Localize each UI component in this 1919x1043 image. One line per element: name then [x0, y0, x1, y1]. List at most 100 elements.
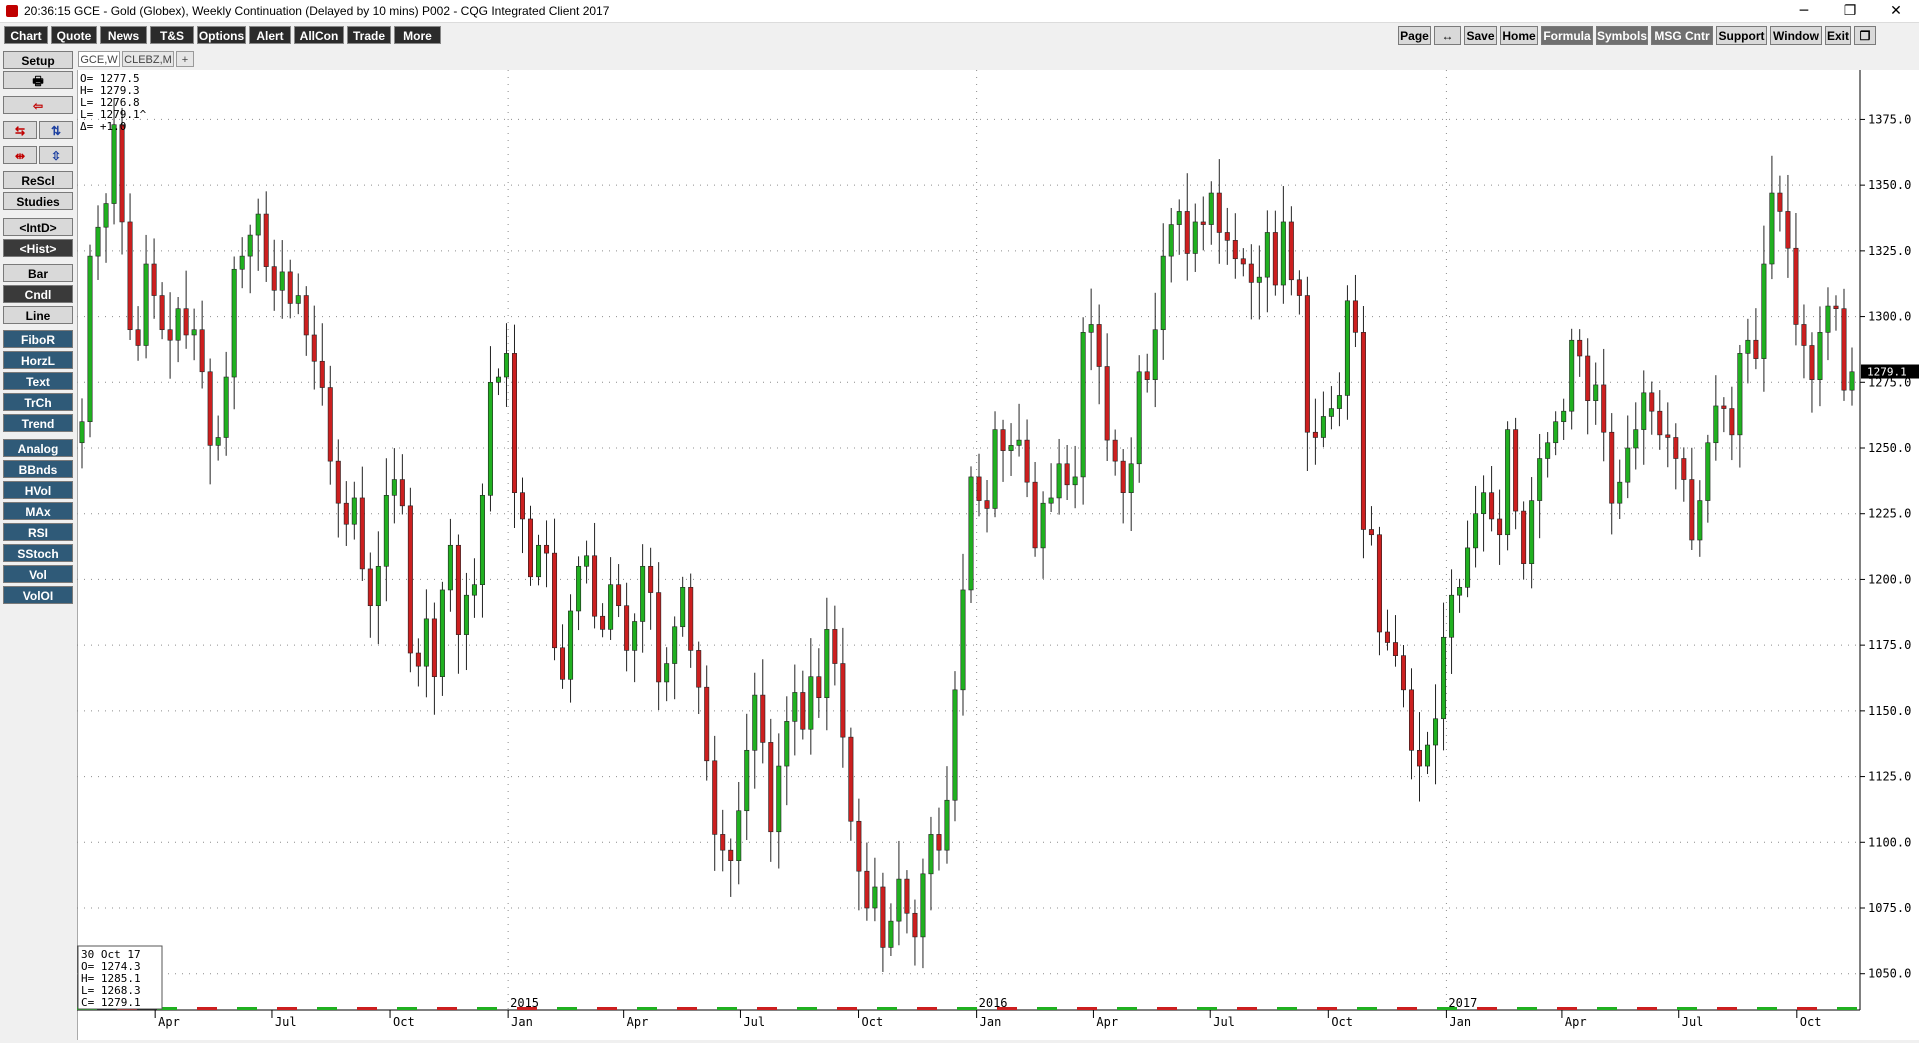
historical-volatility-button[interactable]: HVol — [3, 481, 73, 499]
axis-stripe-segment — [1637, 1007, 1657, 1010]
restore-chart-button[interactable]: ❐ — [1854, 26, 1876, 45]
trend-channel-button[interactable]: TrCh — [3, 393, 73, 411]
candle-down — [1673, 437, 1679, 459]
window-title: 20:36:15 GCE - Gold (Globex), Weekly Con… — [24, 4, 610, 18]
candle-down — [159, 295, 165, 331]
support-button[interactable]: Support — [1716, 26, 1767, 45]
axis-stripe-segment — [317, 1007, 337, 1010]
candlestick-chart[interactable]: 1050.0 1075.0 1100.0 1125.0 1150.0 1175.0 1200… — [76, 70, 1919, 1040]
tab-add[interactable]: + — [176, 51, 194, 67]
fibo-retracement-button[interactable]: FiboR — [3, 330, 73, 348]
candle-down — [367, 568, 373, 607]
page-button[interactable]: Page — [1398, 26, 1431, 45]
candle-up — [1529, 500, 1535, 564]
rsi-button[interactable]: RSI — [3, 523, 73, 541]
symbols-button[interactable]: Symbols — [1596, 26, 1648, 45]
price-axis: 1050.0 1075.0 1100.0 1125.0 1150.0 1175.0 1200… — [1860, 112, 1911, 981]
restore-button[interactable]: ❐ — [1843, 3, 1857, 19]
menu-chart[interactable]: Chart — [4, 26, 48, 44]
candle-up — [383, 495, 389, 567]
menu-news[interactable]: News — [100, 26, 147, 44]
historical-button[interactable]: <Hist> — [3, 239, 73, 257]
last-price-tag: 1279.1 — [1861, 364, 1919, 379]
window-button[interactable]: Window — [1770, 26, 1822, 45]
menu-ts[interactable]: T&S — [150, 26, 194, 44]
axis-stripe-segment — [1117, 1007, 1137, 1010]
expand-horizontal-icon[interactable]: ⇹ — [3, 146, 37, 164]
minimize-button[interactable]: ─ — [1799, 3, 1809, 19]
volume-button[interactable]: Vol — [3, 565, 73, 583]
volume-open-interest-button[interactable]: VolOI — [3, 586, 73, 604]
candle-up — [640, 565, 646, 622]
menu-alert[interactable]: Alert — [249, 26, 291, 44]
candle-up — [1625, 447, 1631, 483]
candle-up — [471, 584, 477, 596]
zoom-horizontal-icon[interactable]: ⇆ — [3, 121, 37, 139]
axis-stripe-segment — [957, 1007, 977, 1010]
axis-stripe-segment — [197, 1007, 217, 1010]
studies-button[interactable]: Studies — [3, 192, 73, 210]
tab-gce[interactable]: GCE,W — [78, 51, 120, 67]
candle-up — [824, 629, 830, 699]
candle-up — [960, 589, 966, 691]
candle-up — [672, 626, 678, 664]
menu-allcon[interactable]: AllCon — [294, 26, 344, 44]
home-button[interactable]: Home — [1500, 26, 1538, 45]
candle-down — [1024, 439, 1030, 483]
candle-up — [191, 329, 197, 336]
slow-stochastic-button[interactable]: SStoch — [3, 544, 73, 562]
year-label: 2015 — [510, 996, 539, 1010]
candle-up — [1633, 429, 1639, 449]
candle-up — [632, 621, 638, 651]
candle-down — [335, 460, 341, 504]
candle-down — [1489, 492, 1495, 520]
candle-up — [247, 234, 253, 257]
menu-more[interactable]: More — [394, 26, 441, 44]
candle-down — [1184, 211, 1190, 254]
menu-trade[interactable]: Trade — [347, 26, 391, 44]
price-tick-label: 1325.0 — [1868, 244, 1911, 258]
text-tool-button[interactable]: Text — [3, 372, 73, 390]
candle-down — [768, 742, 774, 833]
candle-down — [712, 760, 718, 835]
msg-cntr-button[interactable]: MSG Cntr — [1651, 26, 1713, 45]
setup-button[interactable]: Setup — [3, 51, 73, 69]
candle-down — [1096, 324, 1102, 367]
save-button[interactable]: Save — [1464, 26, 1497, 45]
formula-button[interactable]: Formula — [1541, 26, 1593, 45]
menu-quote[interactable]: Quote — [51, 26, 97, 44]
line-chart-button[interactable]: Line — [3, 306, 73, 324]
candle-down — [1224, 232, 1230, 241]
page-arrows-button[interactable]: ↔ — [1434, 26, 1461, 45]
candle-up — [1056, 463, 1062, 499]
bollinger-bands-button[interactable]: BBnds — [3, 460, 73, 478]
rescale-button[interactable]: ReScl — [3, 171, 73, 189]
axis-stripe-segment — [597, 1007, 617, 1010]
close-button[interactable]: ✕ — [1890, 3, 1902, 19]
candle-up — [1537, 458, 1543, 501]
candle-down — [1497, 518, 1503, 536]
bar-chart-button[interactable]: Bar — [3, 264, 73, 282]
candle-up — [664, 663, 670, 683]
candle-chart-button[interactable]: Cndl — [3, 285, 73, 303]
chart-area[interactable]: 1050.0 1075.0 1100.0 1125.0 1150.0 1175.0 1200… — [76, 70, 1919, 1040]
menu-options[interactable]: Options — [197, 26, 246, 44]
candle-down — [1352, 300, 1358, 333]
candle-down — [1216, 192, 1222, 233]
axis-stripe-segment — [717, 1007, 737, 1010]
horizontal-line-button[interactable]: HorzL — [3, 351, 73, 369]
candle-down — [616, 584, 622, 607]
trend-line-button[interactable]: Trend — [3, 414, 73, 432]
axis-stripe-segment — [1317, 1007, 1337, 1010]
exit-icon[interactable]: ⇦ — [3, 96, 73, 114]
expand-vertical-icon[interactable]: ⇳ — [39, 146, 73, 164]
tab-clebz[interactable]: CLEBZ,M — [122, 51, 174, 67]
intraday-button[interactable]: <IntD> — [3, 218, 73, 236]
candle-up — [215, 437, 221, 446]
candle-up — [79, 421, 85, 444]
zoom-vertical-icon[interactable]: ⇅ — [39, 121, 73, 139]
print-icon[interactable]: 🖶 — [3, 71, 73, 89]
exit-button[interactable]: Exit — [1825, 26, 1851, 45]
moving-average-button[interactable]: MAx — [3, 502, 73, 520]
analog-button[interactable]: Analog — [3, 439, 73, 457]
